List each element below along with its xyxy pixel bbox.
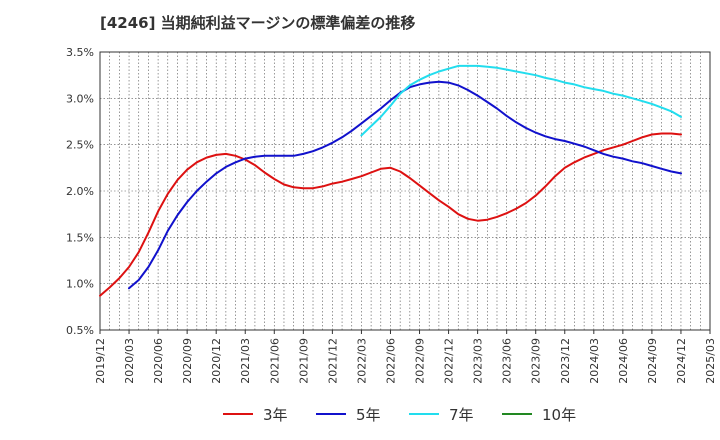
legend-label-10y: 10年 (542, 405, 577, 424)
x-tick-label: 2024/12 (675, 338, 688, 384)
legend-swatch-7y (409, 413, 439, 415)
x-tick-label: 2023/12 (559, 338, 572, 384)
y-tick-label: 2.5% (66, 139, 94, 152)
legend-item-3y: 3年 (223, 402, 288, 426)
x-tick-label: 2025/03 (704, 338, 717, 384)
x-tick-label: 2020/12 (210, 338, 223, 384)
y-tick-label: 3.0% (66, 92, 94, 105)
x-tick-label: 2024/09 (646, 338, 659, 384)
x-tick-label: 2020/06 (152, 338, 165, 384)
legend: 3年 5年 7年 10年 (0, 402, 720, 426)
legend-swatch-3y (223, 413, 253, 415)
x-tick-label: 2023/06 (501, 338, 514, 384)
x-tick-label: 2021/03 (239, 338, 252, 384)
y-tick-label: 2.0% (66, 185, 94, 198)
x-tick-label: 2021/09 (297, 338, 310, 384)
series-line-1 (128, 80, 682, 290)
series-line-2 (360, 64, 682, 137)
x-tick-label: 2020/09 (181, 338, 194, 384)
legend-label-7y: 7年 (449, 405, 474, 424)
plot-frame (99, 51, 711, 331)
x-tick-label: 2024/03 (588, 338, 601, 384)
x-tick-label: 2020/03 (123, 338, 136, 384)
x-tick-label: 2023/09 (530, 338, 543, 384)
series-lines (99, 64, 682, 297)
legend-label-5y: 5年 (356, 405, 381, 424)
legend-item-7y: 7年 (409, 402, 474, 426)
legend-item-10y: 10年 (502, 402, 576, 426)
chart-title: [4246] 当期純利益マージンの標準偏差の推移 (100, 14, 416, 32)
x-tick-label: 2022/06 (384, 338, 397, 384)
legend-swatch-5y (316, 413, 346, 415)
x-tick-label: 2022/03 (355, 338, 368, 384)
legend-swatch-10y (502, 413, 532, 415)
x-tick-label: 2024/06 (617, 338, 630, 384)
x-tick-label: 2022/12 (443, 338, 456, 384)
series-line-0 (99, 132, 682, 297)
axes: 0.5% 1.0% 1.5% 2.0% 2.5% 3.0% 3.5% 2019/12 2020/… (66, 46, 717, 384)
y-tick-label: 0.5% (66, 324, 94, 337)
legend-item-5y: 5年 (316, 402, 381, 426)
y-tick-label: 3.5% (66, 46, 94, 59)
x-tick-label: 2021/12 (326, 338, 339, 384)
x-tick-label: 2023/03 (472, 338, 485, 384)
gridlines (99, 51, 711, 331)
y-tick-label: 1.0% (66, 278, 94, 291)
x-tick-label: 2019/12 (94, 338, 107, 384)
x-tick-label: 2021/06 (268, 338, 281, 384)
x-tick-label: 2022/09 (414, 338, 427, 384)
legend-label-3y: 3年 (263, 405, 288, 424)
y-tick-label: 1.5% (66, 231, 94, 244)
